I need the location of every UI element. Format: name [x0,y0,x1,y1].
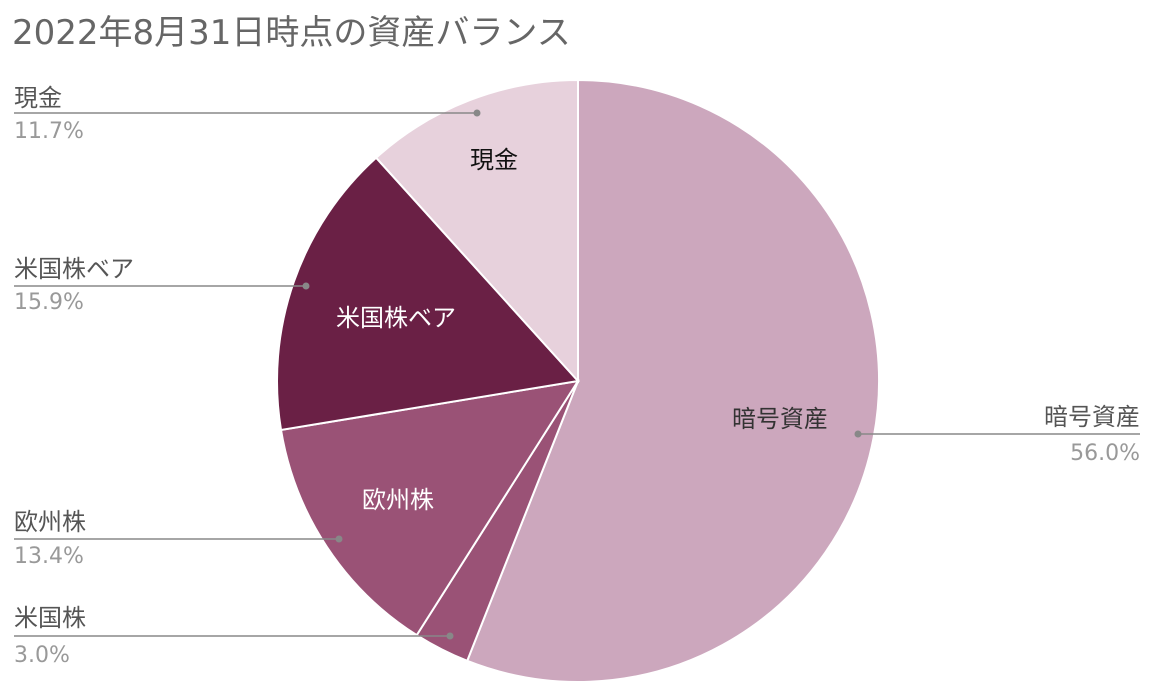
callout-label-percent: 56.0% [1070,441,1140,466]
callout-dot [302,282,310,290]
slice-inner-label: 欧州株 [362,486,434,514]
callout-dot [473,109,481,117]
callout-label-percent: 13.4% [14,544,84,569]
chart-title: 2022年8月31日時点の資産バランス [12,13,571,53]
pie-slices [276,78,881,683]
callout-label-percent: 3.0% [14,643,70,668]
callout-label-name: 米国株ベア [14,255,134,283]
pie-slice [276,156,580,432]
callout-label-name: 米国株 [14,604,86,632]
callout-label-name: 欧州株 [14,508,86,536]
callout-dot [854,430,862,438]
slice-inner-label: 暗号資産 [732,405,828,433]
pie-callouts: 暗号資産 56.0% 米国株 3.0% 欧州株 13.4% 米国株ベア 15.9% 現金 11.7… [14,84,1140,668]
callout-label-percent: 11.7% [14,119,84,144]
callout-label-name: 暗号資産 [1044,403,1140,431]
callout-label-name: 現金 [14,84,62,112]
pie-slice [374,78,579,384]
callout-dot [335,535,343,543]
callout-label-percent: 15.9% [14,290,84,315]
pie-slice [279,379,581,637]
slice-inner-label: 米国株ベア [336,304,456,332]
slice-inner-label: 現金 [470,146,518,174]
pie-slice [465,78,881,683]
callout-dot [446,632,454,640]
